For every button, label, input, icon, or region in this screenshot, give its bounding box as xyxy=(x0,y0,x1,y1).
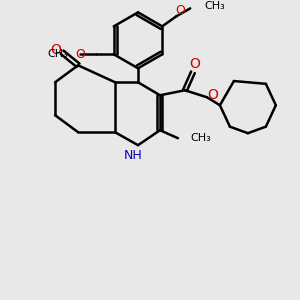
Text: O: O xyxy=(175,4,185,17)
Text: CH₃: CH₃ xyxy=(190,133,211,143)
Text: O: O xyxy=(75,48,85,61)
Text: CH₃: CH₃ xyxy=(47,49,68,59)
Text: CH₃: CH₃ xyxy=(204,2,225,11)
Text: O: O xyxy=(190,57,200,71)
Text: NH: NH xyxy=(124,149,142,162)
Text: O: O xyxy=(208,88,218,102)
Text: O: O xyxy=(51,43,62,57)
